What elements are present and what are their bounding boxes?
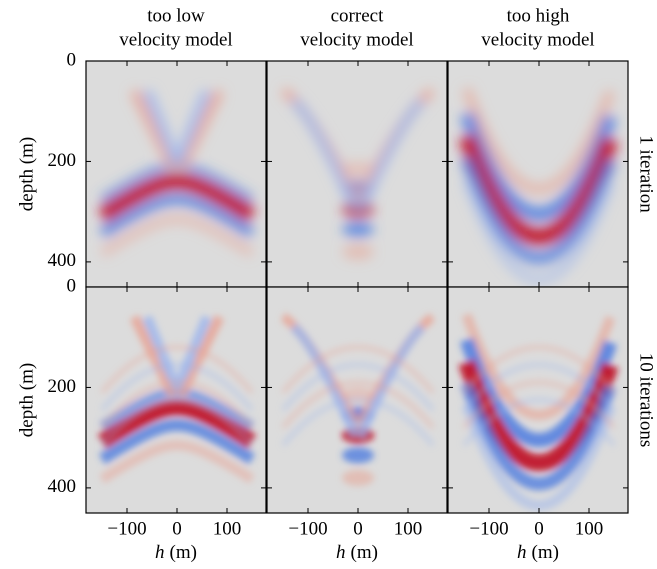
ripple	[100, 362, 254, 412]
focus-blob	[342, 221, 374, 238]
panel-frame	[447, 286, 629, 514]
wave-band	[460, 155, 617, 265]
ripple	[462, 397, 616, 447]
wave-pattern	[280, 313, 435, 486]
y-tick-label: 200	[48, 376, 77, 397]
wave-arm	[142, 89, 181, 164]
ripple	[100, 397, 254, 447]
focus-blob	[342, 447, 374, 464]
wave-band	[97, 173, 257, 223]
wave-arm	[290, 97, 360, 212]
x-tick-label: 0	[353, 518, 363, 539]
wave-band	[461, 87, 616, 195]
panel-image	[97, 88, 257, 258]
wave-band	[458, 133, 619, 246]
wave-pattern	[97, 88, 257, 258]
focus-blob	[342, 469, 374, 486]
ripple	[100, 379, 254, 430]
x-label-unit: (m)	[170, 542, 197, 563]
x-tick-label: 0	[534, 518, 544, 539]
ripple	[100, 344, 254, 395]
wave-band	[461, 403, 616, 511]
wave-arm	[173, 89, 212, 164]
x-label-var: h	[517, 542, 527, 563]
y-tick-label: 200	[48, 150, 77, 171]
x-label-var: h	[155, 542, 165, 563]
wave-arm	[130, 88, 178, 172]
wave-band	[461, 313, 616, 421]
ripple	[281, 379, 435, 430]
wave-band	[99, 440, 255, 484]
panel-image	[280, 87, 435, 260]
row-label: 10 iterations	[636, 353, 657, 447]
x-label-unit: (m)	[351, 542, 378, 563]
wave-pattern	[97, 314, 257, 484]
column-title: velocity model	[119, 29, 232, 50]
y-axis-label: depth (m)	[16, 137, 37, 211]
column-title: too high	[507, 5, 570, 26]
ripple	[462, 379, 616, 430]
column-title: velocity model	[300, 29, 413, 50]
panel-image	[458, 313, 619, 511]
x-label-var: h	[336, 542, 346, 563]
x-tick-label: 100	[394, 518, 423, 539]
wave-band	[98, 193, 256, 239]
ripple	[281, 362, 435, 412]
wave-pattern	[280, 87, 435, 260]
wave-band	[459, 337, 618, 448]
ripple	[462, 344, 616, 395]
y-tick-label: 400	[48, 250, 77, 271]
x-tick-label: 100	[213, 518, 242, 539]
wave-pattern	[458, 313, 619, 511]
x-tick-label: 100	[575, 518, 604, 539]
row-label: 1 iteration	[636, 135, 657, 213]
ripple	[462, 362, 616, 412]
panel-image	[458, 87, 619, 285]
x-tick-label: 0	[172, 518, 182, 539]
ripple	[281, 397, 435, 447]
panel-frame	[85, 286, 267, 514]
panel-image	[280, 313, 435, 486]
x-tick-label: −100	[469, 518, 508, 539]
wave-arm	[356, 97, 426, 213]
x-tick-label: −100	[107, 518, 146, 539]
column-title: correct	[331, 5, 384, 26]
x-tick-label: −100	[288, 518, 327, 539]
x-axis-label: h (m)	[336, 542, 378, 563]
y-tick-label: 0	[67, 275, 77, 296]
wave-arm	[173, 315, 212, 390]
y-axis-label: depth (m)	[16, 363, 37, 437]
wave-band	[98, 419, 256, 465]
wave-arm	[176, 88, 224, 172]
wave-band	[99, 214, 255, 258]
focus-blob	[342, 243, 374, 260]
y-tick-label: 400	[48, 476, 77, 497]
column-title: too low	[147, 5, 205, 26]
wave-pattern	[458, 87, 619, 285]
column-title: velocity model	[481, 29, 594, 50]
wave-band	[97, 399, 257, 449]
x-axis-label: h (m)	[155, 542, 197, 563]
ripple	[281, 344, 435, 395]
y-tick-label: 0	[67, 49, 77, 70]
wave-band	[460, 381, 617, 491]
focus-blob	[342, 160, 374, 177]
panel-frame	[266, 286, 448, 514]
x-axis-label: h (m)	[517, 542, 559, 563]
wave-band	[459, 111, 618, 222]
x-label-unit: (m)	[532, 542, 559, 563]
wave-band	[461, 177, 616, 285]
panel-image	[97, 314, 257, 484]
wave-arm	[142, 315, 181, 390]
